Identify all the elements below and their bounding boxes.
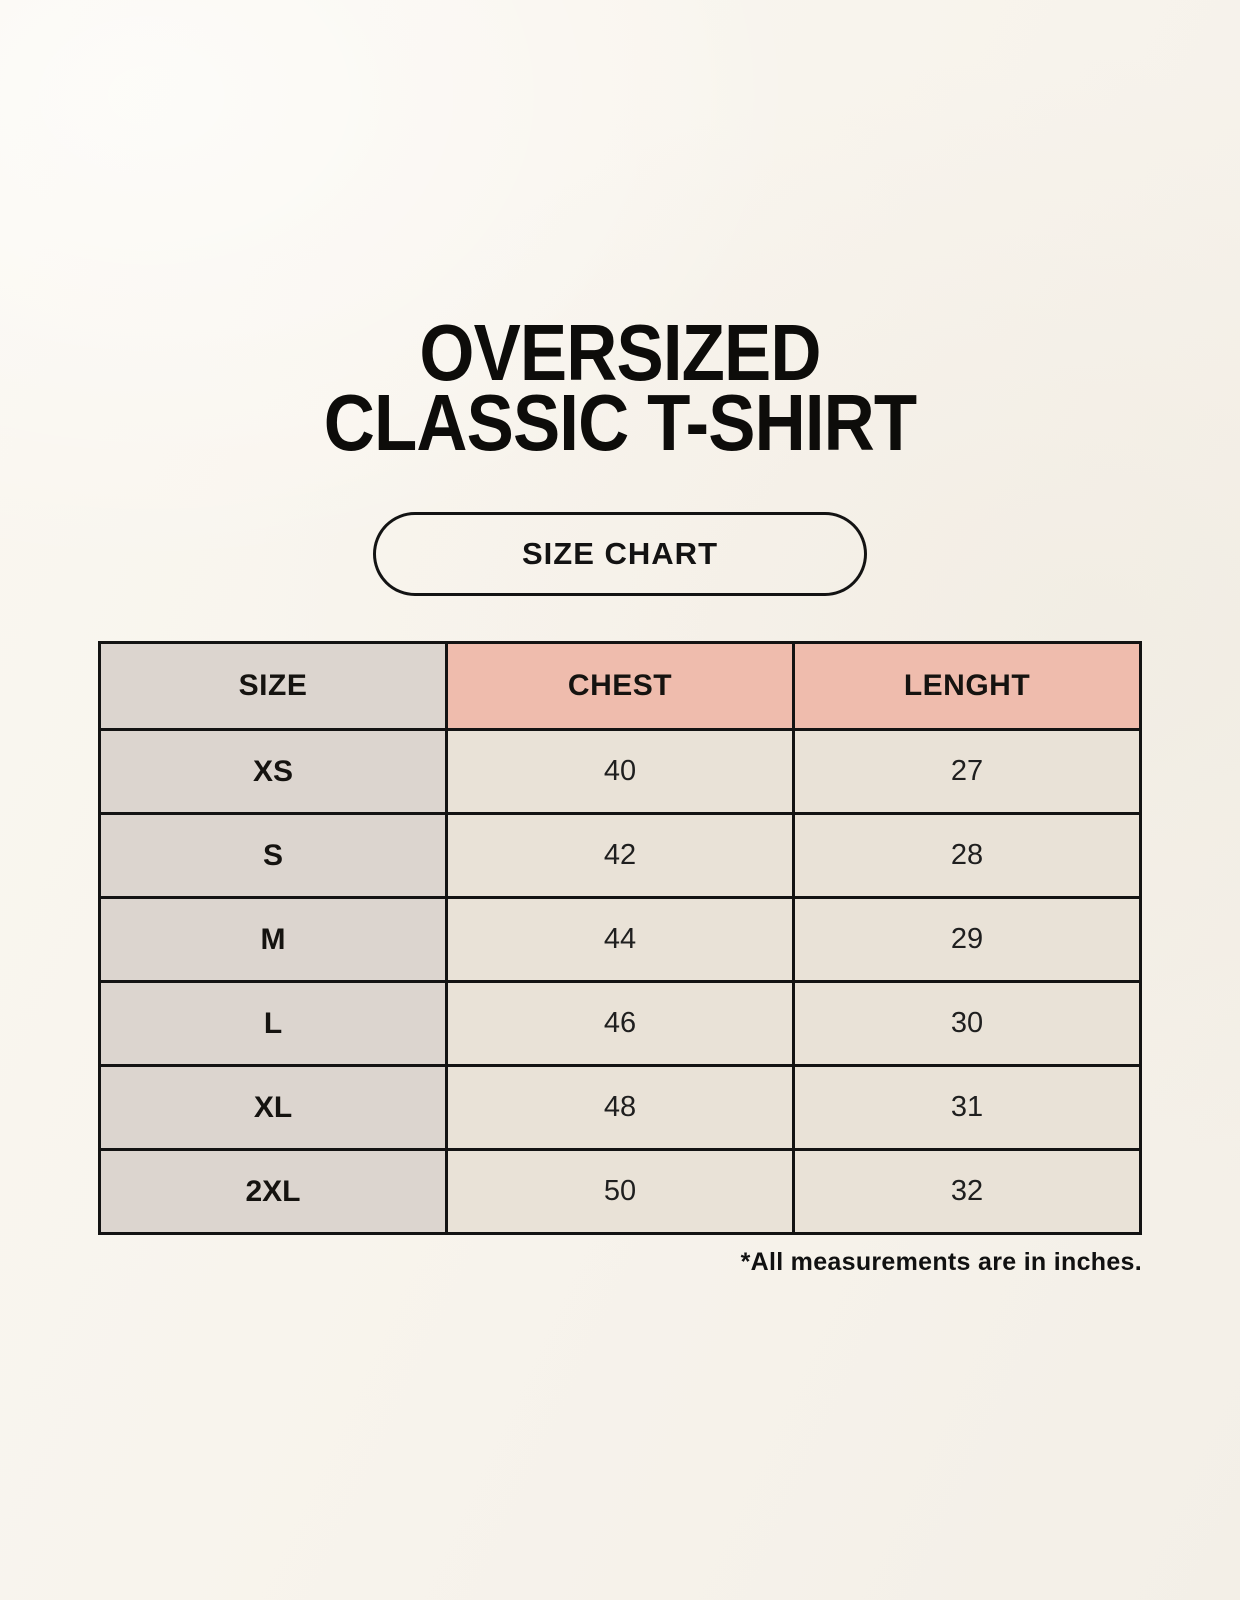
size-label-cell: 2XL: [98, 1148, 448, 1235]
size-table: SIZE CHEST LENGHT XS 40 27 S 42 28 M 44 …: [98, 641, 1142, 1235]
table-row-m: M 44 29: [98, 896, 1142, 983]
length-value-cell: 30: [792, 980, 1142, 1067]
table-row-xl: XL 48 31: [98, 1064, 1142, 1151]
table-row-xs: XS 40 27: [98, 728, 1142, 815]
column-header-length: LENGHT: [792, 641, 1142, 731]
length-value-cell: 32: [792, 1148, 1142, 1235]
chest-value-cell: 46: [445, 980, 795, 1067]
size-label-cell: XS: [98, 728, 448, 815]
length-value-cell: 28: [792, 812, 1142, 899]
chest-value-cell: 44: [445, 896, 795, 983]
size-label-cell: L: [98, 980, 448, 1067]
size-label-cell: S: [98, 812, 448, 899]
size-chart-button[interactable]: SIZE CHART: [373, 512, 867, 596]
chest-value-cell: 40: [445, 728, 795, 815]
table-row-2xl: 2XL 50 32: [98, 1148, 1142, 1235]
length-value-cell: 29: [792, 896, 1142, 983]
size-chart-button-label: SIZE CHART: [522, 536, 718, 571]
size-label-cell: XL: [98, 1064, 448, 1151]
table-row-l: L 46 30: [98, 980, 1142, 1067]
table-row-s: S 42 28: [98, 812, 1142, 899]
column-header-chest: CHEST: [445, 641, 795, 731]
chest-value-cell: 50: [445, 1148, 795, 1235]
measurements-note: *All measurements are in inches.: [740, 1248, 1142, 1276]
table-header-row: SIZE CHEST LENGHT: [98, 641, 1142, 731]
chest-value-cell: 42: [445, 812, 795, 899]
column-header-size: SIZE: [98, 641, 448, 731]
chest-value-cell: 48: [445, 1064, 795, 1151]
size-label-cell: M: [98, 896, 448, 983]
length-value-cell: 27: [792, 728, 1142, 815]
product-title-line2: CLASSIC T-SHIRT: [323, 378, 917, 467]
product-title-line1: OVERSIZED: [419, 308, 821, 397]
length-value-cell: 31: [792, 1064, 1142, 1151]
product-title: OVERSIZED CLASSIC T-SHIRT: [71, 308, 1168, 467]
